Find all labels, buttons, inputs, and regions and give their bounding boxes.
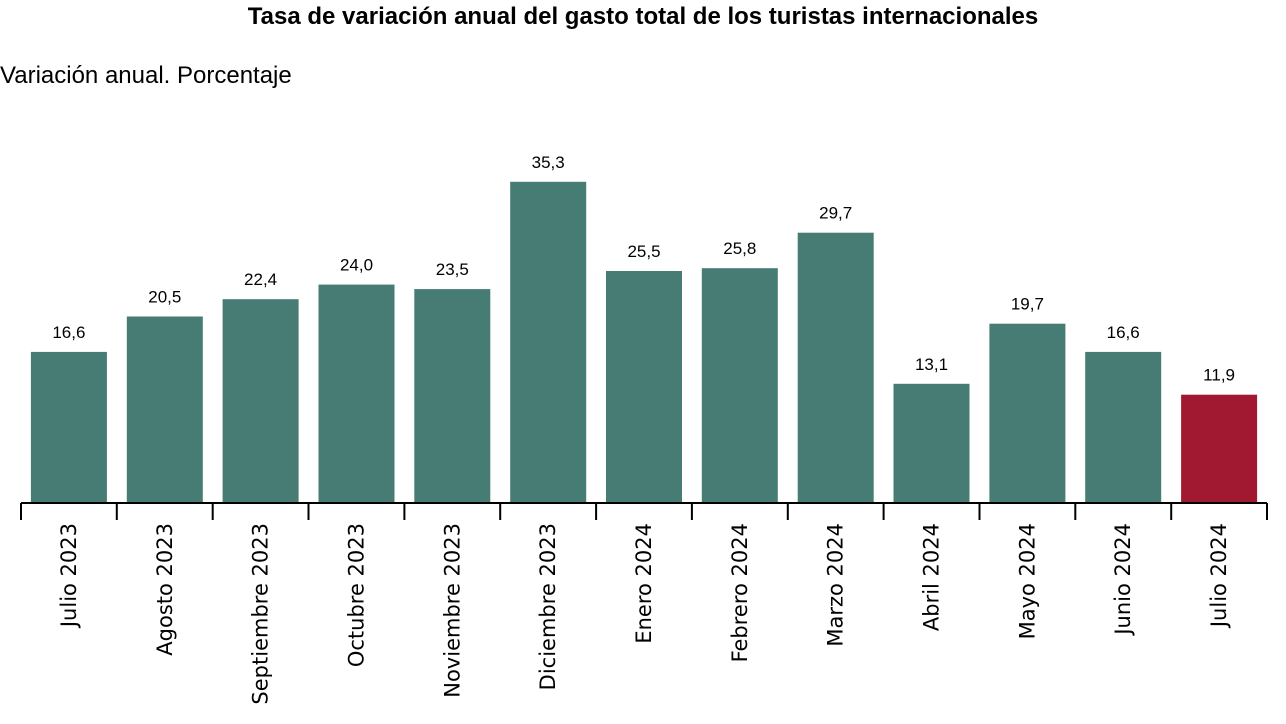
x-tick-label: Noviembre 2023 — [440, 523, 464, 698]
bar — [318, 284, 395, 503]
x-tick-label: Julio 2024 — [1207, 523, 1231, 629]
value-labels-group: 16,6 20,5 22,4 24,0 23,5 35,3 25,5 25,8 29,7 13,1… — [52, 153, 1235, 385]
x-tick-label: Agosto 2023 — [153, 523, 177, 656]
x-tick-label: Enero 2024 — [632, 523, 656, 644]
x-axis — [20, 502, 1268, 520]
data-label: 25,5 — [627, 242, 660, 261]
bar — [797, 232, 874, 503]
data-label: 22,4 — [244, 270, 277, 289]
data-label: 35,3 — [532, 153, 565, 172]
x-tick-label: Mayo 2024 — [1015, 523, 1039, 639]
bar — [222, 299, 299, 503]
data-label: 24,0 — [340, 256, 373, 275]
data-label: 16,6 — [1107, 323, 1140, 342]
data-label: 19,7 — [1011, 295, 1044, 314]
data-label: 25,8 — [723, 239, 756, 258]
x-tick-label: Abril 2024 — [920, 523, 944, 631]
data-label: 20,5 — [148, 288, 181, 307]
bar — [126, 316, 203, 503]
chart-subtitle: Variación anual. Porcentaje — [0, 62, 292, 89]
x-tick-label: Septiembre 2023 — [249, 523, 273, 705]
x-tick-label: Julio 2023 — [57, 523, 81, 629]
bar — [606, 271, 682, 503]
bar — [414, 289, 491, 503]
bar — [989, 323, 1066, 503]
data-label: 11,9 — [1203, 366, 1235, 385]
bar — [1085, 351, 1162, 503]
bar — [893, 383, 970, 503]
x-tick-label: Junio 2024 — [1111, 523, 1135, 637]
data-label: 23,5 — [436, 260, 469, 279]
bar — [701, 268, 778, 503]
data-label: 16,6 — [52, 323, 85, 342]
bars-group — [30, 181, 1258, 504]
x-tick-label: Marzo 2024 — [824, 523, 848, 647]
x-tick-label: Octubre 2023 — [345, 523, 369, 667]
bar — [30, 351, 107, 503]
data-label: 13,1 — [915, 355, 948, 374]
data-label: 29,7 — [819, 204, 852, 223]
chart-title: Tasa de variación anual del gasto total … — [247, 3, 1039, 30]
x-tick-label: Diciembre 2023 — [536, 523, 560, 690]
x-tick-label: Febrero 2024 — [728, 523, 752, 662]
category-labels-group: Julio 2023 Agosto 2023 Septiembre 2023 Octu… — [57, 523, 1231, 705]
bar — [510, 181, 587, 504]
bar — [1181, 394, 1258, 503]
